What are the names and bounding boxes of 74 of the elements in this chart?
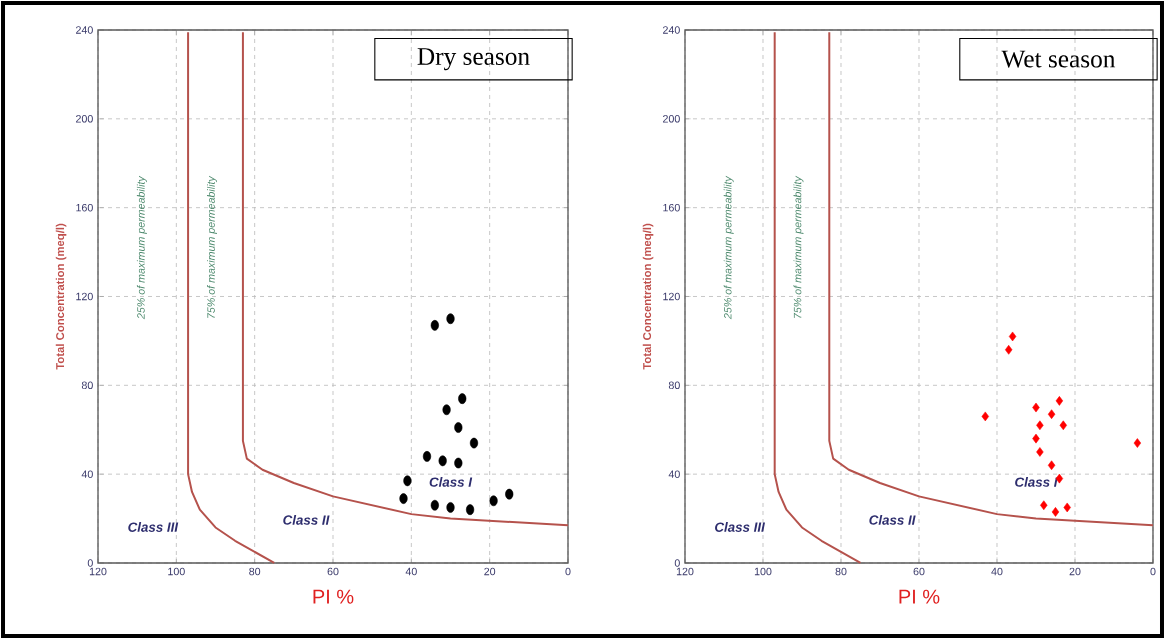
y-tick-label: 120 (663, 292, 680, 301)
y-tick-label: 80 (668, 381, 680, 390)
point (505, 488, 514, 500)
point (1032, 402, 1040, 413)
text: Wet season (1001, 50, 1116, 68)
point (489, 495, 498, 507)
x-axis-title: PI % (899, 589, 940, 604)
x-tick-label: 0 (1150, 567, 1156, 576)
point (1005, 344, 1013, 355)
point (454, 457, 463, 469)
point (1008, 331, 1017, 342)
x-tick-label: 100 (168, 567, 185, 576)
y-tick-label: 40 (81, 470, 93, 478)
annotation: 25% of maximum permeability (723, 175, 734, 320)
y-tick-label: 40 (668, 470, 680, 478)
x-tick-label: 40 (405, 567, 417, 576)
point (430, 320, 439, 331)
x-tick-label: 120 (676, 567, 694, 576)
text: Dry season (417, 48, 530, 71)
annotation: Class I (429, 477, 473, 487)
point (442, 404, 451, 416)
point (399, 493, 408, 504)
point (1051, 507, 1060, 517)
annotation: 25% of maximum permeability (136, 175, 147, 320)
annotation: 75% of maximum permeability (207, 175, 217, 318)
y-tick-label: 200 (663, 115, 680, 123)
x-axis-title: PI % (313, 589, 354, 604)
y-axis-title: Total Concentration (meq/l) (642, 223, 654, 370)
point (458, 393, 467, 404)
annotation: Class III (715, 522, 766, 532)
y-tick-label: 200 (76, 115, 93, 123)
point (422, 451, 432, 462)
point (446, 502, 455, 513)
point (446, 313, 455, 325)
point (454, 422, 463, 433)
point (403, 475, 412, 487)
y-tick-label: 160 (663, 203, 680, 212)
x-tick-label: 80 (249, 567, 261, 576)
x-tick-label: 0 (565, 567, 571, 576)
point (1059, 420, 1067, 431)
point (1036, 420, 1044, 431)
x-tick-label: 80 (835, 567, 847, 576)
point (1133, 438, 1142, 448)
point (1047, 460, 1056, 471)
x-tick-label: 60 (327, 567, 339, 576)
annotation: Class III (128, 522, 179, 532)
point (1063, 502, 1071, 513)
y-tick-label: 160 (76, 203, 93, 212)
x-tick-label: 20 (484, 567, 496, 576)
point (1036, 447, 1044, 457)
x-tick-label: 20 (1069, 567, 1081, 576)
x-tick-label: 60 (913, 567, 925, 576)
annotation: Class II (283, 515, 330, 525)
x-tick-label: 100 (754, 567, 772, 576)
point (981, 411, 989, 422)
y-tick-label: 0 (674, 559, 680, 567)
y-axis-title: Total Concentration (meq/l) (55, 223, 67, 370)
y-tick-label: 240 (76, 26, 93, 34)
point (1032, 433, 1040, 444)
x-tick-label: 120 (89, 567, 107, 576)
y-tick-label: 240 (663, 26, 680, 34)
annotation: 75% of maximum permeability (793, 175, 804, 318)
point (466, 504, 475, 516)
point (1055, 396, 1064, 406)
y-tick-label: 120 (76, 292, 93, 301)
point (430, 499, 439, 511)
point (1040, 500, 1048, 511)
point (469, 437, 479, 449)
y-tick-label: 80 (81, 381, 93, 390)
point (1047, 409, 1056, 419)
x-tick-label: 40 (991, 567, 1003, 576)
annotation: Class II (869, 515, 916, 525)
y-tick-label: 0 (87, 559, 93, 567)
point (438, 455, 447, 467)
